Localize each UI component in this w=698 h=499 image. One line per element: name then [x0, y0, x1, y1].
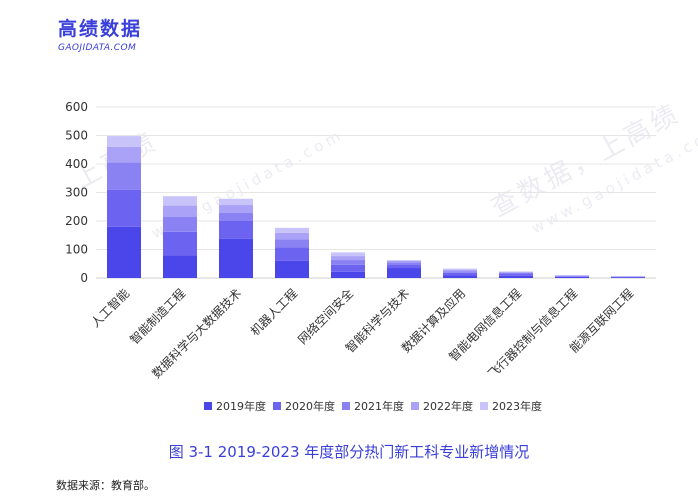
bar-segment	[219, 213, 253, 221]
x-tick-label: 人工智能	[88, 286, 133, 331]
y-tick-label: 500	[65, 129, 88, 143]
bar-segment	[107, 136, 141, 147]
bar-segment	[611, 276, 645, 278]
bar-segment	[163, 196, 197, 206]
bar-segment	[331, 256, 365, 261]
legend-label: 2021年度	[354, 399, 404, 413]
bar-segment	[107, 189, 141, 227]
bar-segment	[443, 269, 477, 272]
bar-segment	[275, 247, 309, 261]
x-tick-label: 飞行器控制与信息工程	[485, 286, 580, 381]
bar-segment	[555, 275, 589, 277]
data-source: 数据来源：教育部。	[56, 479, 155, 492]
bars	[107, 136, 645, 278]
bar-segment	[275, 227, 309, 233]
legend-swatch	[273, 402, 281, 410]
bar-segment	[499, 275, 533, 278]
y-tick-label: 600	[65, 100, 88, 114]
bar-segment	[163, 205, 197, 218]
bar-segment	[499, 272, 533, 275]
bar-segment	[443, 268, 477, 270]
y-tick-label: 200	[65, 214, 88, 228]
legend: 2019年度 2020年度 2021年度 2022年度 2023年度	[204, 399, 542, 413]
y-tick-label: 100	[65, 243, 88, 257]
legend-label: 2020年度	[285, 399, 335, 413]
figure-caption: 图 3-1 2019-2023 年度部分热门新工科专业新增情况	[168, 443, 530, 461]
bar-segment	[499, 274, 533, 276]
bar-segment	[107, 226, 141, 278]
bar-segment	[163, 217, 197, 232]
bar-segment	[331, 264, 365, 272]
legend-label: 2023年度	[492, 399, 542, 413]
bar-segment	[555, 275, 589, 276]
bar-segment	[107, 146, 141, 163]
bar-segment	[219, 205, 253, 214]
bar-segment	[163, 255, 197, 278]
legend-swatch	[480, 402, 488, 410]
y-tick-label: 400	[65, 157, 88, 171]
bar-segment	[443, 272, 477, 276]
x-tick-label: 网络空间安全	[295, 286, 357, 348]
legend-label: 2019年度	[216, 399, 266, 413]
legend-swatch	[204, 402, 212, 410]
y-tick-label: 0	[80, 271, 88, 285]
bar-segment	[163, 231, 197, 256]
legend-swatch	[342, 402, 350, 410]
bar-segment	[443, 271, 477, 273]
x-tick-label: 机器人工程	[247, 286, 300, 339]
bar-segment	[611, 276, 645, 277]
brand-name: 高绩数据	[58, 18, 143, 40]
bar-segment	[499, 272, 533, 273]
bar-segment	[499, 271, 533, 273]
bar-segment	[555, 276, 589, 277]
bar-segment	[219, 221, 253, 239]
brand-logo: 高绩数据 GAOJIDATA.COM	[58, 18, 142, 53]
bar-segment	[219, 198, 253, 206]
bar-segment	[387, 268, 421, 278]
bar-segment	[611, 276, 645, 278]
bar-segment	[331, 260, 365, 265]
bar-segment	[387, 260, 421, 263]
bar-segment	[275, 239, 309, 248]
bar-segment	[555, 276, 589, 278]
bar-segment	[387, 264, 421, 269]
brand-url: GAOJIDATA.COM	[58, 43, 137, 53]
bar-segment	[387, 260, 421, 261]
bar-segment	[275, 232, 309, 240]
bar-segment	[611, 277, 645, 278]
x-tick-label: 数据科学与大数据技术	[149, 286, 244, 381]
stacked-bar-chart: 0 100 200 300 400 500 600 人工智能智能制造工程数据科学与大数据技术…	[65, 100, 656, 413]
bar-segment	[275, 260, 309, 278]
legend-swatch	[411, 402, 419, 410]
bar-segment	[107, 162, 141, 190]
bar-segment	[555, 275, 589, 276]
bar-segment	[387, 262, 421, 265]
y-tick-label: 300	[65, 186, 88, 200]
x-tick-label: 智能制造工程	[127, 286, 189, 348]
y-axis-ticks: 0 100 200 300 400 500 600	[65, 100, 88, 285]
legend-label: 2022年度	[423, 399, 473, 413]
bar-segment	[219, 238, 253, 278]
bar-segment	[331, 252, 365, 257]
bar-segment	[443, 275, 477, 278]
bar-segment	[331, 271, 365, 278]
